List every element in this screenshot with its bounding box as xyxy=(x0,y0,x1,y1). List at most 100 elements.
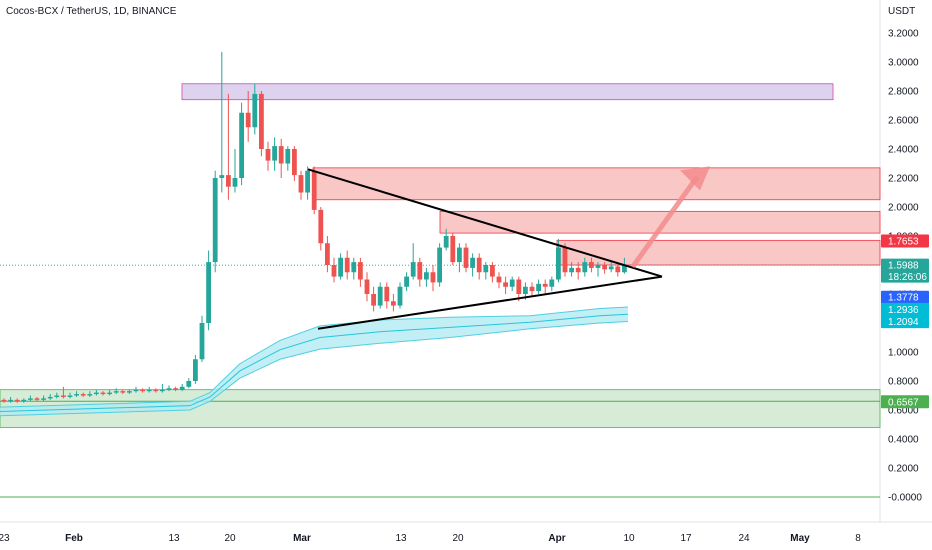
candle-body xyxy=(140,389,145,392)
price-badge-value: 1.3778 xyxy=(888,293,919,304)
candle-body xyxy=(358,262,363,280)
candle-body xyxy=(589,262,594,268)
candle-body xyxy=(80,394,86,396)
candle-body xyxy=(410,262,416,277)
x-tick-label: 8 xyxy=(855,533,861,544)
candle-body xyxy=(424,272,429,280)
y-tick-label: 0.8000 xyxy=(888,377,919,388)
zone-resistance-red-mid xyxy=(439,210,881,234)
price-badge-value: 1.2094 xyxy=(888,317,919,328)
candle-body xyxy=(523,286,528,294)
candle-body xyxy=(602,265,607,270)
price-badge xyxy=(881,302,929,316)
ma-band-middle xyxy=(0,313,629,412)
price-badge-value: 0.6567 xyxy=(888,397,919,408)
x-tick-label: 24 xyxy=(738,533,750,544)
candle-body xyxy=(127,391,132,393)
y-tick-label: 2.6000 xyxy=(888,116,919,127)
y-tick-label: 3.2000 xyxy=(888,29,919,40)
y-tick-label: 2.0000 xyxy=(888,203,919,214)
candle-body xyxy=(371,294,376,306)
candle-body xyxy=(166,388,172,390)
candle-body xyxy=(239,112,244,178)
candle-body xyxy=(575,267,581,273)
price-badge-value: 1.2936 xyxy=(888,305,919,316)
candle-body xyxy=(443,236,449,248)
candle-body xyxy=(219,175,225,178)
candle-body xyxy=(153,389,159,392)
zone-resistance-purple xyxy=(181,83,834,101)
candle-body xyxy=(173,388,178,390)
candle-body xyxy=(1,399,7,402)
candle-body xyxy=(87,394,93,396)
candle-body xyxy=(391,301,396,306)
candle-body xyxy=(259,93,264,149)
candle-body xyxy=(516,279,522,294)
candle-body xyxy=(430,272,436,283)
candle-body xyxy=(206,262,211,323)
price-badge xyxy=(881,315,929,329)
candle-body xyxy=(608,266,614,270)
candle-body xyxy=(298,175,304,193)
candle-body xyxy=(67,395,73,397)
candle-body xyxy=(232,178,238,187)
candle-body xyxy=(265,149,271,161)
candle-body xyxy=(542,283,548,287)
candle-body xyxy=(364,279,370,294)
target-arrow-head xyxy=(680,166,710,191)
candle-body xyxy=(457,247,462,263)
y-tick-label: 2.2000 xyxy=(888,174,919,185)
candle-body xyxy=(107,392,112,395)
x-tick-label: 13 xyxy=(168,533,180,544)
candle-body xyxy=(28,398,33,400)
candle-body xyxy=(34,398,40,400)
candle-body xyxy=(529,286,535,292)
x-tick-label: 23 xyxy=(0,533,10,544)
x-tick-label: 17 xyxy=(680,533,692,544)
candle-body xyxy=(311,170,317,210)
currency-label: USDT xyxy=(888,6,915,17)
x-tick-label: Apr xyxy=(548,533,565,544)
candle-body xyxy=(384,286,390,302)
x-tick-label: Mar xyxy=(293,533,311,544)
price-badge xyxy=(881,258,929,283)
candle-body xyxy=(417,262,423,280)
candle-body xyxy=(120,391,126,393)
price-badge-value: 1.7653 xyxy=(888,237,919,248)
candle-body xyxy=(536,283,541,292)
candle-body xyxy=(21,399,27,402)
candle-body xyxy=(212,178,218,263)
candle-body xyxy=(582,262,588,273)
candle-body xyxy=(272,146,277,161)
candle-body xyxy=(450,236,456,263)
candle-body xyxy=(490,265,495,277)
upper-trendline xyxy=(307,168,663,278)
ma-band xyxy=(0,307,628,416)
candle-body xyxy=(47,396,53,399)
candle-body xyxy=(278,146,284,164)
candle-body xyxy=(437,247,442,283)
candle-body xyxy=(483,265,489,273)
x-tick-label: 20 xyxy=(452,533,464,544)
candle-body xyxy=(226,175,231,187)
candle-body xyxy=(199,323,205,360)
candle-body xyxy=(476,257,482,273)
y-tick-label: 2.8000 xyxy=(888,87,919,98)
candle-body xyxy=(549,279,555,287)
candle-body xyxy=(94,392,99,395)
y-tick-label: 2.4000 xyxy=(888,145,919,156)
ma-band-lower xyxy=(0,321,629,417)
candle-body xyxy=(160,389,165,392)
y-tick-label: 3.0000 xyxy=(888,58,919,69)
candle-body xyxy=(113,391,119,393)
candle-body xyxy=(245,112,251,128)
price-badge xyxy=(881,395,929,409)
candle-body xyxy=(14,399,20,402)
price-badge xyxy=(881,290,929,304)
candle-body xyxy=(133,389,139,392)
candle-body xyxy=(285,149,291,164)
y-tick-label: -0.0000 xyxy=(888,493,922,504)
candle-body xyxy=(338,257,343,277)
candle-body xyxy=(569,267,574,273)
